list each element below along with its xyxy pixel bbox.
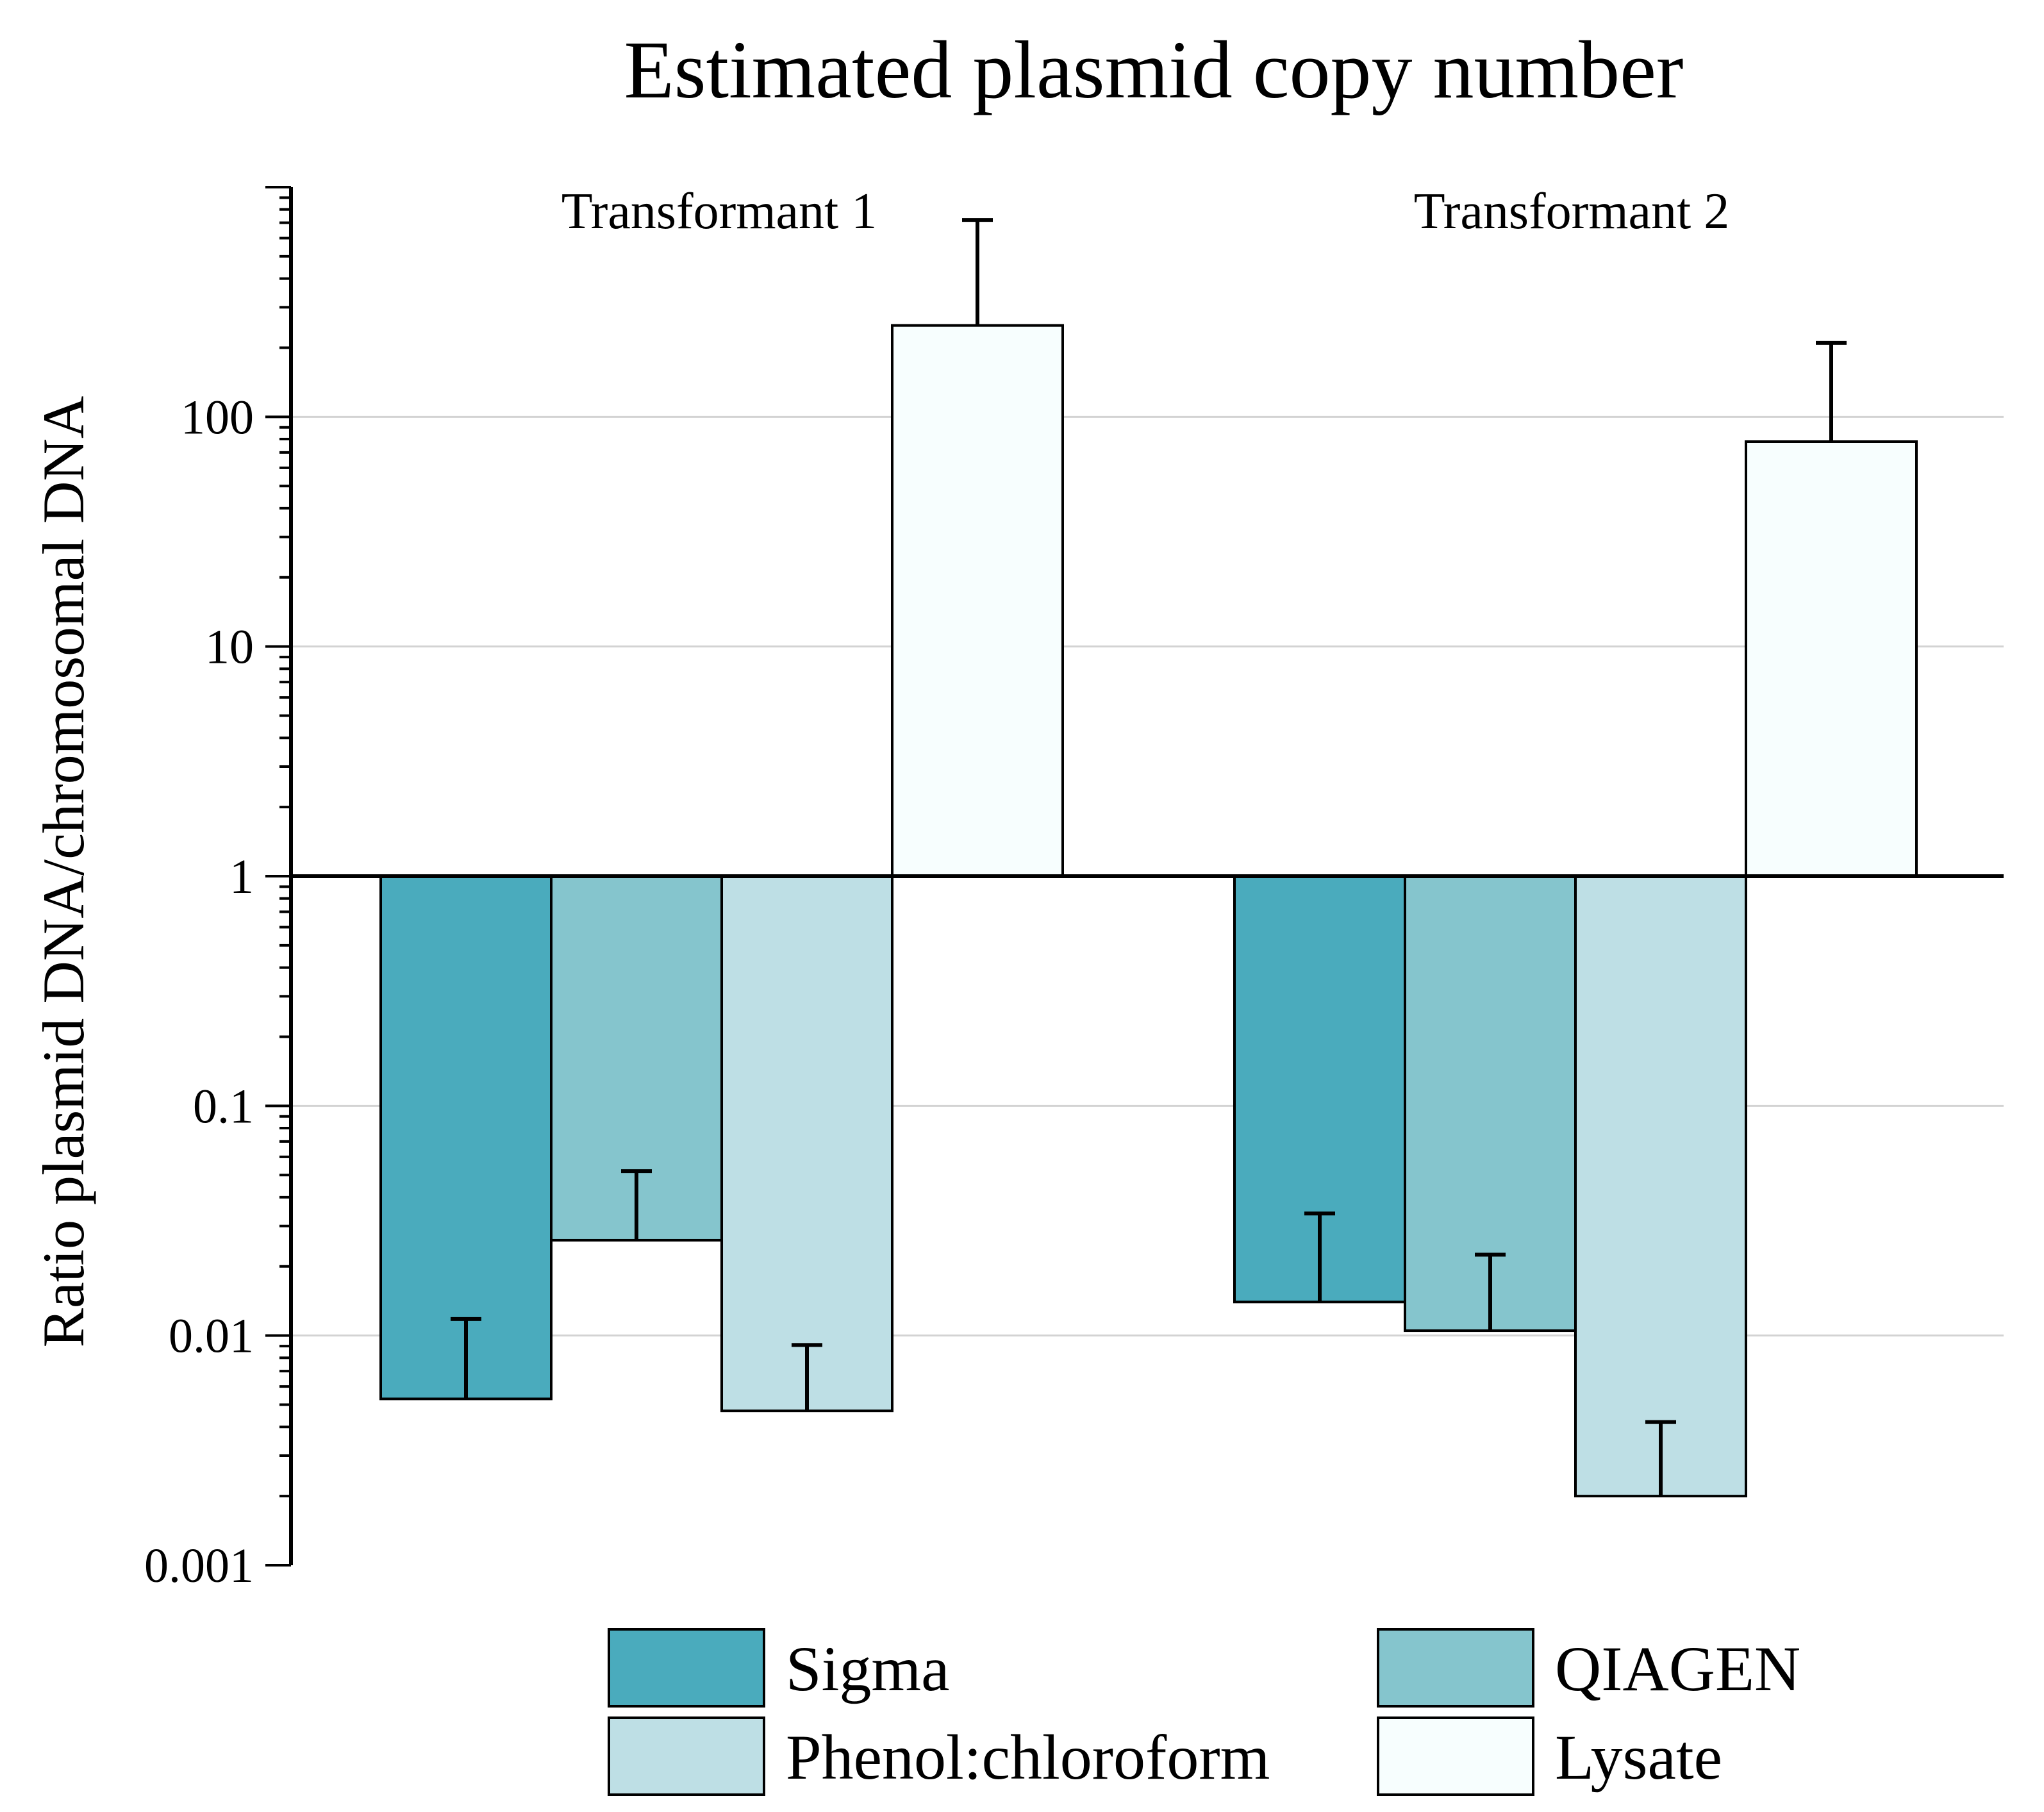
bars [379, 218, 1918, 1498]
legend-label: QIAGEN [1555, 1633, 1800, 1704]
bar [379, 875, 553, 1401]
legend-label: Sigma [786, 1633, 950, 1704]
bar [891, 324, 1064, 877]
bar [1745, 440, 1918, 877]
legend-swatch [1377, 1628, 1534, 1708]
bar [720, 875, 893, 1413]
bar [1574, 875, 1747, 1498]
legend-swatch [608, 1628, 765, 1708]
legend: Sigma QIAGEN Phenol:chloroform Lysate [608, 1628, 1800, 1796]
legend-label: Lysate [1555, 1722, 1722, 1793]
chart-title: Estimated plasmid copy number [624, 24, 1684, 115]
y-axis: 0.001 0.01 0.1 1 10 100 [144, 186, 2004, 1593]
y-axis-title: Ratio plasmid DNA/chromosomal DNA [31, 396, 96, 1348]
y-tick-label: 1 [229, 850, 254, 904]
y-tick-label: 0.1 [193, 1079, 254, 1133]
group-label: Transformant 1 [561, 183, 877, 240]
y-tick-label: 0.001 [144, 1539, 254, 1593]
group-label: Transformant 2 [1414, 183, 1730, 240]
legend-label: Phenol:chloroform [786, 1722, 1270, 1793]
legend-swatch [1377, 1716, 1534, 1796]
group-labels: Transformant 1 Transformant 2 [561, 183, 1730, 240]
y-tick-label: 10 [205, 620, 254, 674]
y-tick-label: 100 [181, 390, 254, 444]
legend-swatch [608, 1716, 765, 1796]
y-tick-label: 0.01 [169, 1309, 254, 1363]
